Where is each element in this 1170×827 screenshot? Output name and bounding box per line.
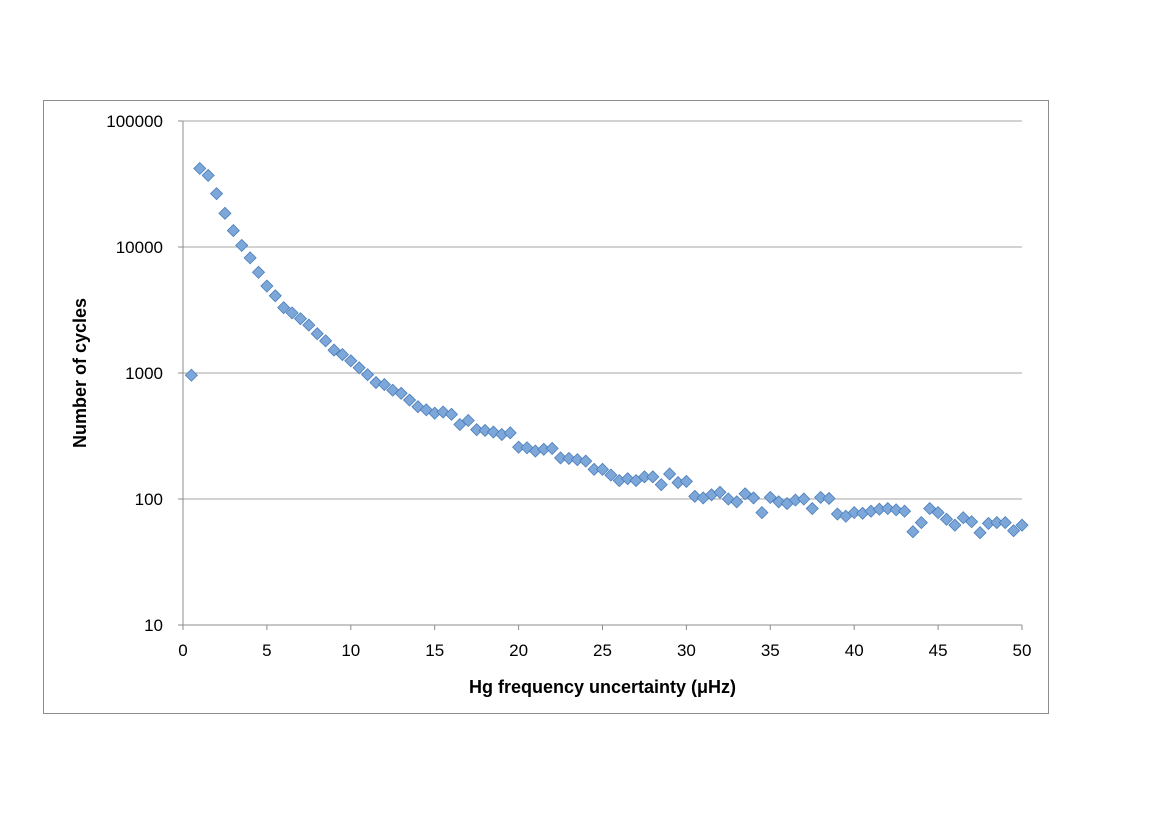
data-point [226, 224, 240, 238]
data-point [973, 526, 987, 540]
x-tick-label: 40 [845, 641, 864, 660]
data-point [663, 467, 677, 481]
y-tick-label: 1000 [125, 364, 163, 383]
y-axis-title: Number of cycles [70, 298, 90, 448]
data-point [277, 301, 291, 315]
x-tick-label: 30 [677, 641, 696, 660]
data-point [503, 426, 517, 440]
data-point [881, 501, 895, 516]
scatter-plot: 10 100 1000 10000 100000 0 5 10 15 20 25 30 35 40 45 5… [70, 112, 1031, 697]
chart-area: 10 100 1000 10000 100000 0 5 10 15 20 25 30 35 40 45 5… [43, 100, 1049, 714]
data-point [713, 485, 727, 499]
x-tick-label: 45 [929, 641, 948, 660]
data-point [998, 516, 1012, 530]
data-point [553, 451, 568, 465]
data-point [335, 348, 349, 362]
data-point [293, 312, 308, 326]
y-tick-label: 10000 [116, 238, 163, 257]
data-point [209, 187, 224, 201]
data-point [914, 516, 928, 530]
data-point [243, 251, 257, 265]
data-point [310, 327, 324, 341]
data-point [193, 161, 207, 176]
x-axis-title: Hg frequency uncertainty (μHz) [469, 677, 736, 697]
x-tick-label: 5 [262, 641, 271, 660]
data-point [285, 306, 299, 320]
data-point [184, 368, 198, 382]
data-point [319, 334, 333, 348]
x-tick-label: 20 [509, 641, 528, 660]
data-point [763, 490, 777, 504]
data-point [847, 506, 861, 520]
data-point [394, 386, 408, 400]
data-point [461, 413, 475, 428]
data-point [260, 279, 274, 293]
data-point [646, 470, 660, 484]
data-point [730, 495, 744, 509]
data-point [755, 506, 769, 520]
data-point [889, 503, 903, 517]
y-tick-label: 100 [135, 490, 163, 509]
data-point [772, 495, 786, 509]
y-tick-label: 10 [144, 616, 163, 635]
data-points [184, 161, 1029, 540]
y-tick-label: 100000 [106, 112, 163, 131]
data-point [512, 440, 526, 454]
data-point [822, 491, 836, 506]
data-point [402, 393, 417, 407]
data-point [1015, 518, 1029, 532]
data-point [470, 423, 484, 437]
data-point [361, 368, 375, 382]
data-point [302, 318, 316, 332]
data-point [595, 462, 610, 476]
data-point [268, 289, 282, 303]
x-tick-label: 35 [761, 641, 780, 660]
axes [178, 120, 1023, 630]
data-point [545, 441, 559, 455]
data-point [906, 525, 920, 539]
data-point [478, 423, 492, 438]
data-point [931, 506, 945, 520]
data-point [235, 238, 249, 252]
x-tick-label: 0 [178, 641, 187, 660]
data-point [814, 490, 828, 504]
data-point [562, 451, 576, 465]
data-point [746, 491, 761, 505]
data-point [897, 504, 912, 518]
x-tick-label: 10 [341, 641, 360, 660]
data-point [344, 354, 358, 368]
data-point [579, 454, 593, 468]
data-point [377, 377, 391, 392]
x-tick-label: 50 [1013, 641, 1032, 660]
data-point [679, 474, 693, 488]
data-point [965, 515, 979, 529]
data-point [444, 407, 459, 421]
data-point [948, 518, 962, 532]
data-point [218, 206, 232, 220]
data-point [654, 478, 668, 492]
data-point [604, 468, 618, 482]
data-point [570, 453, 584, 467]
data-point [1007, 524, 1021, 538]
gridlines [183, 120, 1022, 500]
x-tick-labels: 0 5 10 15 20 25 30 35 40 45 50 [178, 641, 1031, 660]
data-point [797, 492, 811, 506]
x-tick-label: 25 [593, 641, 612, 660]
x-tick-label: 15 [425, 641, 444, 660]
data-point [688, 489, 702, 503]
data-point [327, 343, 341, 357]
y-tick-labels: 10 100 1000 10000 100000 [106, 112, 163, 635]
data-point [939, 512, 954, 526]
data-point [201, 168, 215, 182]
data-point [805, 501, 819, 516]
data-point [352, 361, 366, 375]
data-point [251, 265, 266, 279]
